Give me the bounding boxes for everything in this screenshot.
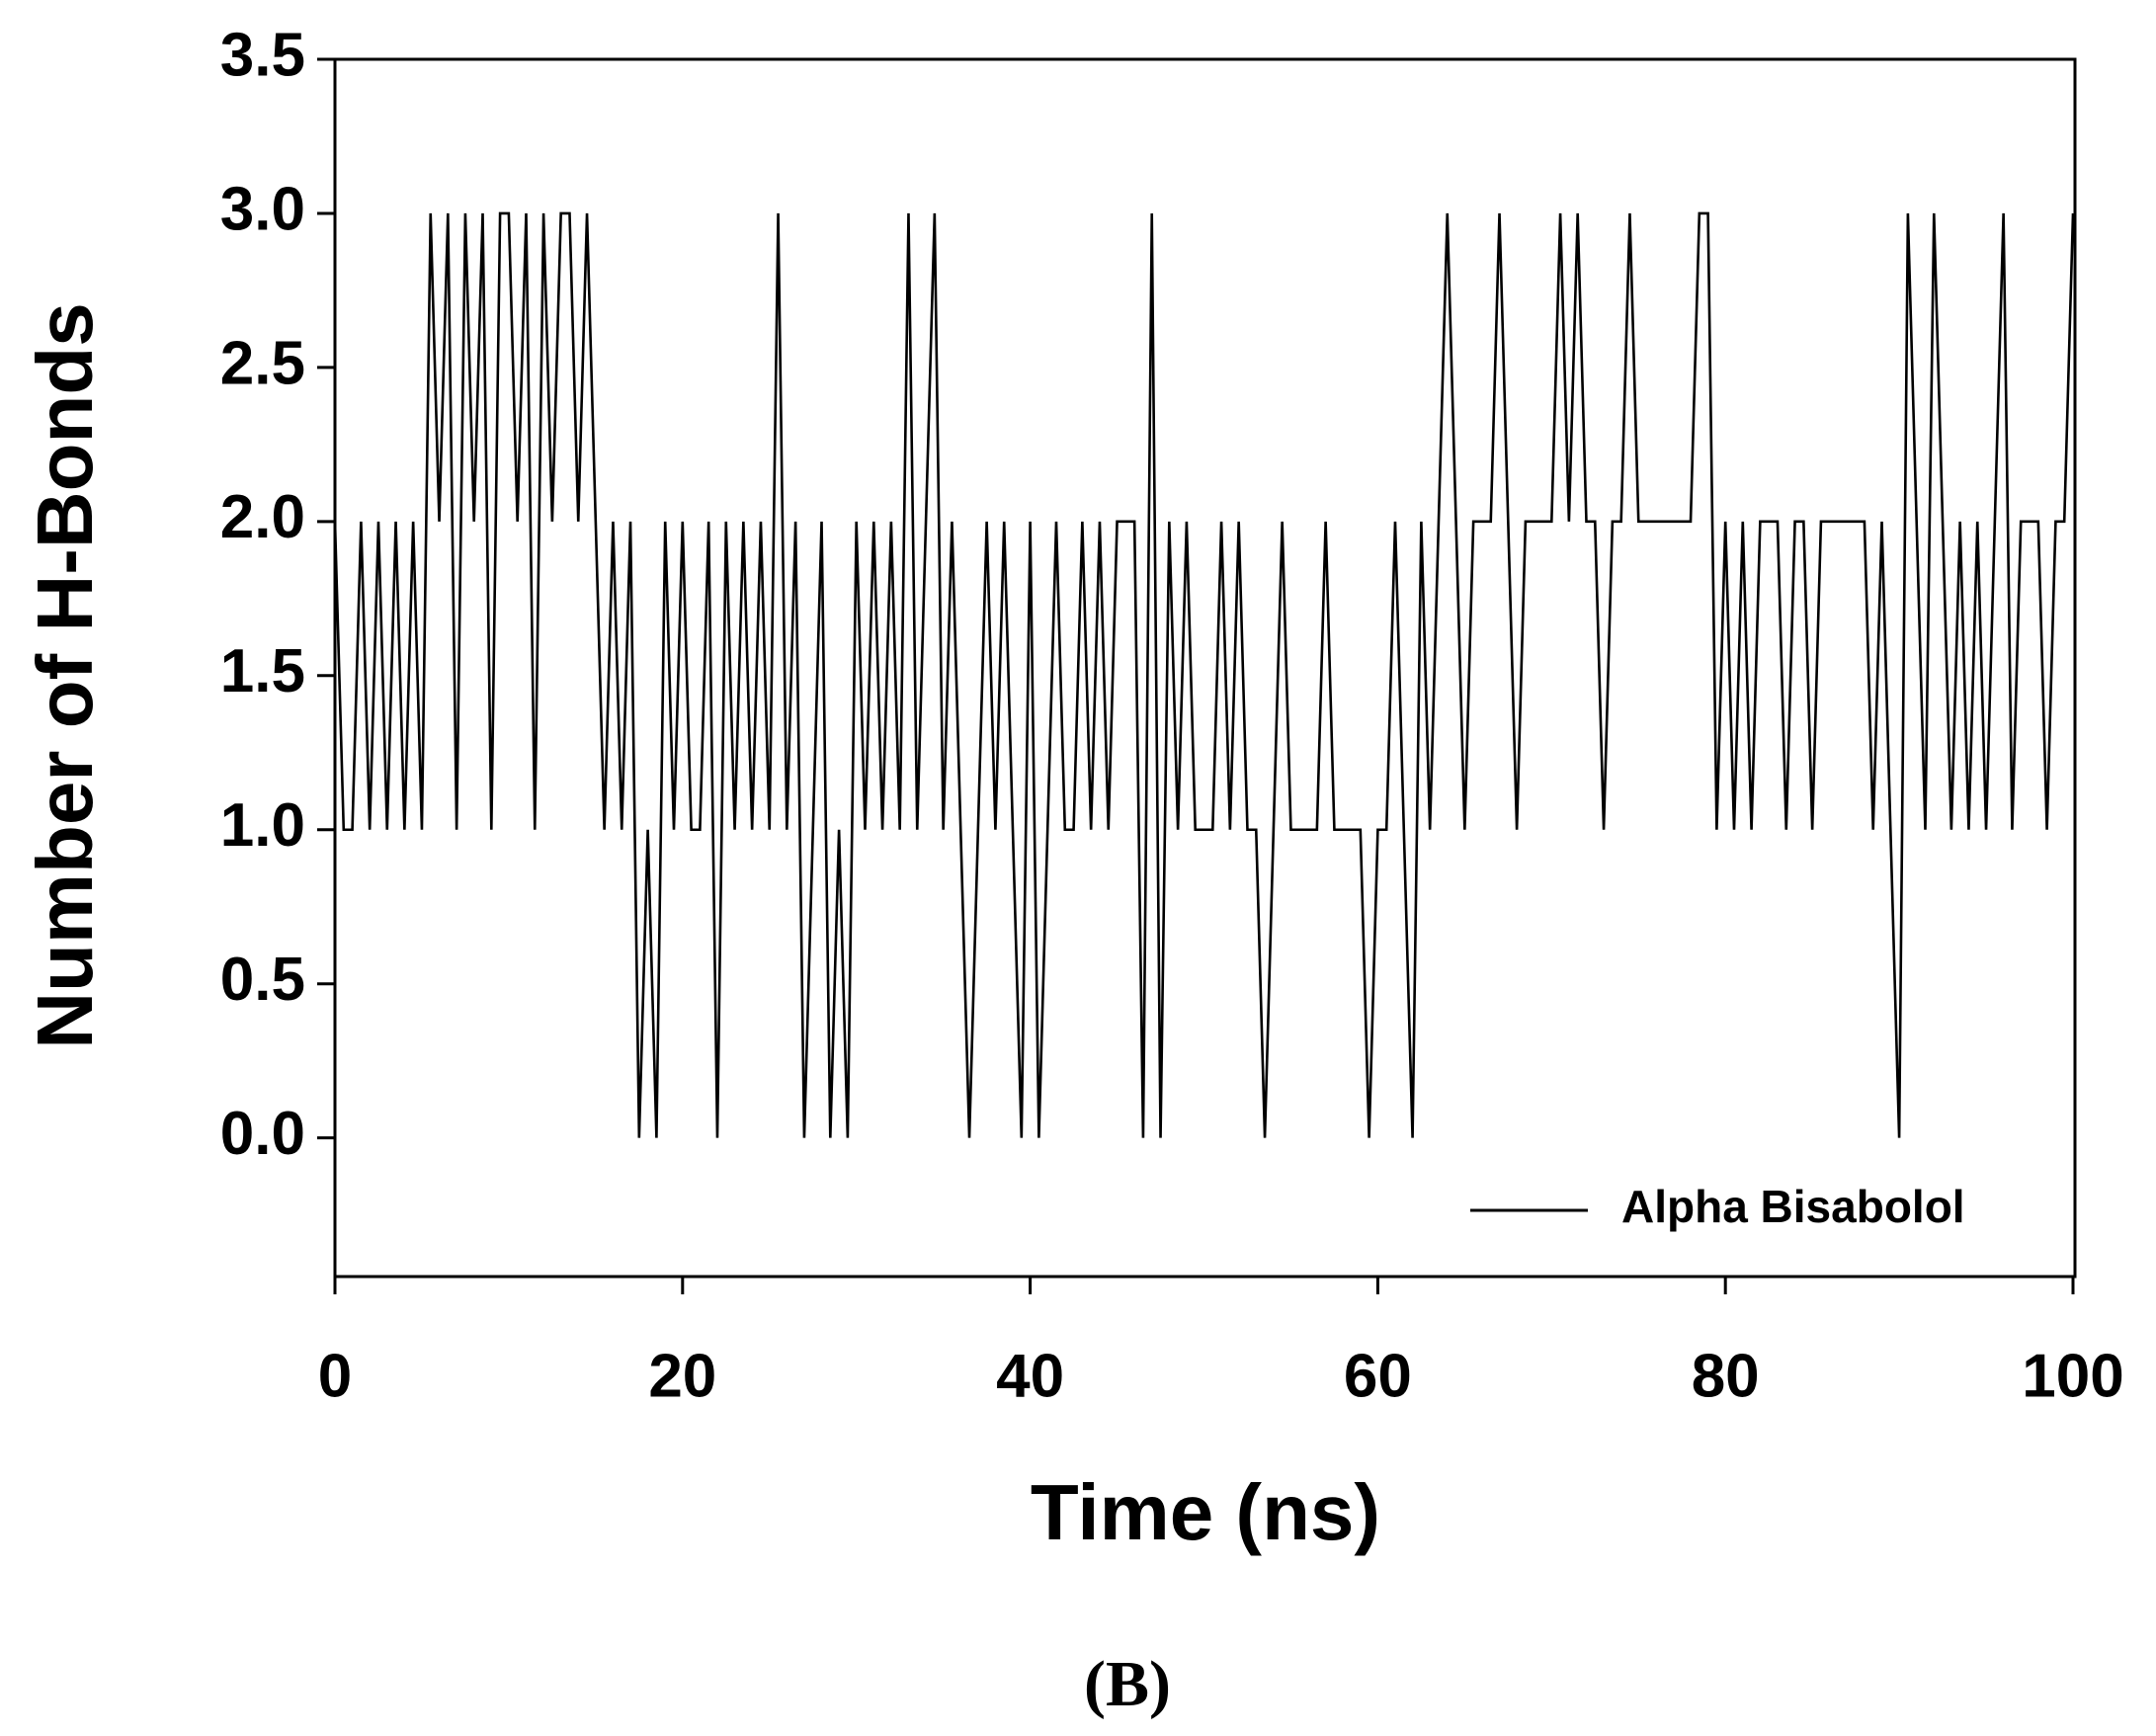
y-tick-label: 0.0	[220, 1100, 305, 1168]
x-tick-label: 0	[318, 1342, 352, 1410]
x-tick-label: 100	[2022, 1342, 2123, 1410]
y-tick-label: 2.0	[220, 483, 305, 551]
plot-frame	[333, 57, 2077, 1279]
y-axis-title: Number of H-Bonds	[21, 302, 109, 1049]
y-tick-label: 1.5	[220, 637, 305, 705]
y-tick-label: 0.5	[220, 946, 305, 1014]
x-tick-label: 40	[996, 1342, 1064, 1410]
y-tick-label: 2.5	[220, 329, 305, 397]
x-tick-label: 20	[648, 1342, 716, 1410]
x-tick-label: 60	[1344, 1342, 1412, 1410]
x-axis-title: Time (ns)	[1031, 1468, 1380, 1556]
y-tick-label: 1.0	[220, 791, 305, 860]
y-tick-label: 3.0	[220, 175, 305, 243]
x-tick-label: 80	[1692, 1342, 1760, 1410]
caption: (B)	[1084, 1648, 1171, 1720]
y-tick-label: 3.5	[220, 21, 305, 89]
legend-label: Alpha Bisabolol	[1621, 1181, 1965, 1232]
data-line	[333, 211, 2075, 1138]
